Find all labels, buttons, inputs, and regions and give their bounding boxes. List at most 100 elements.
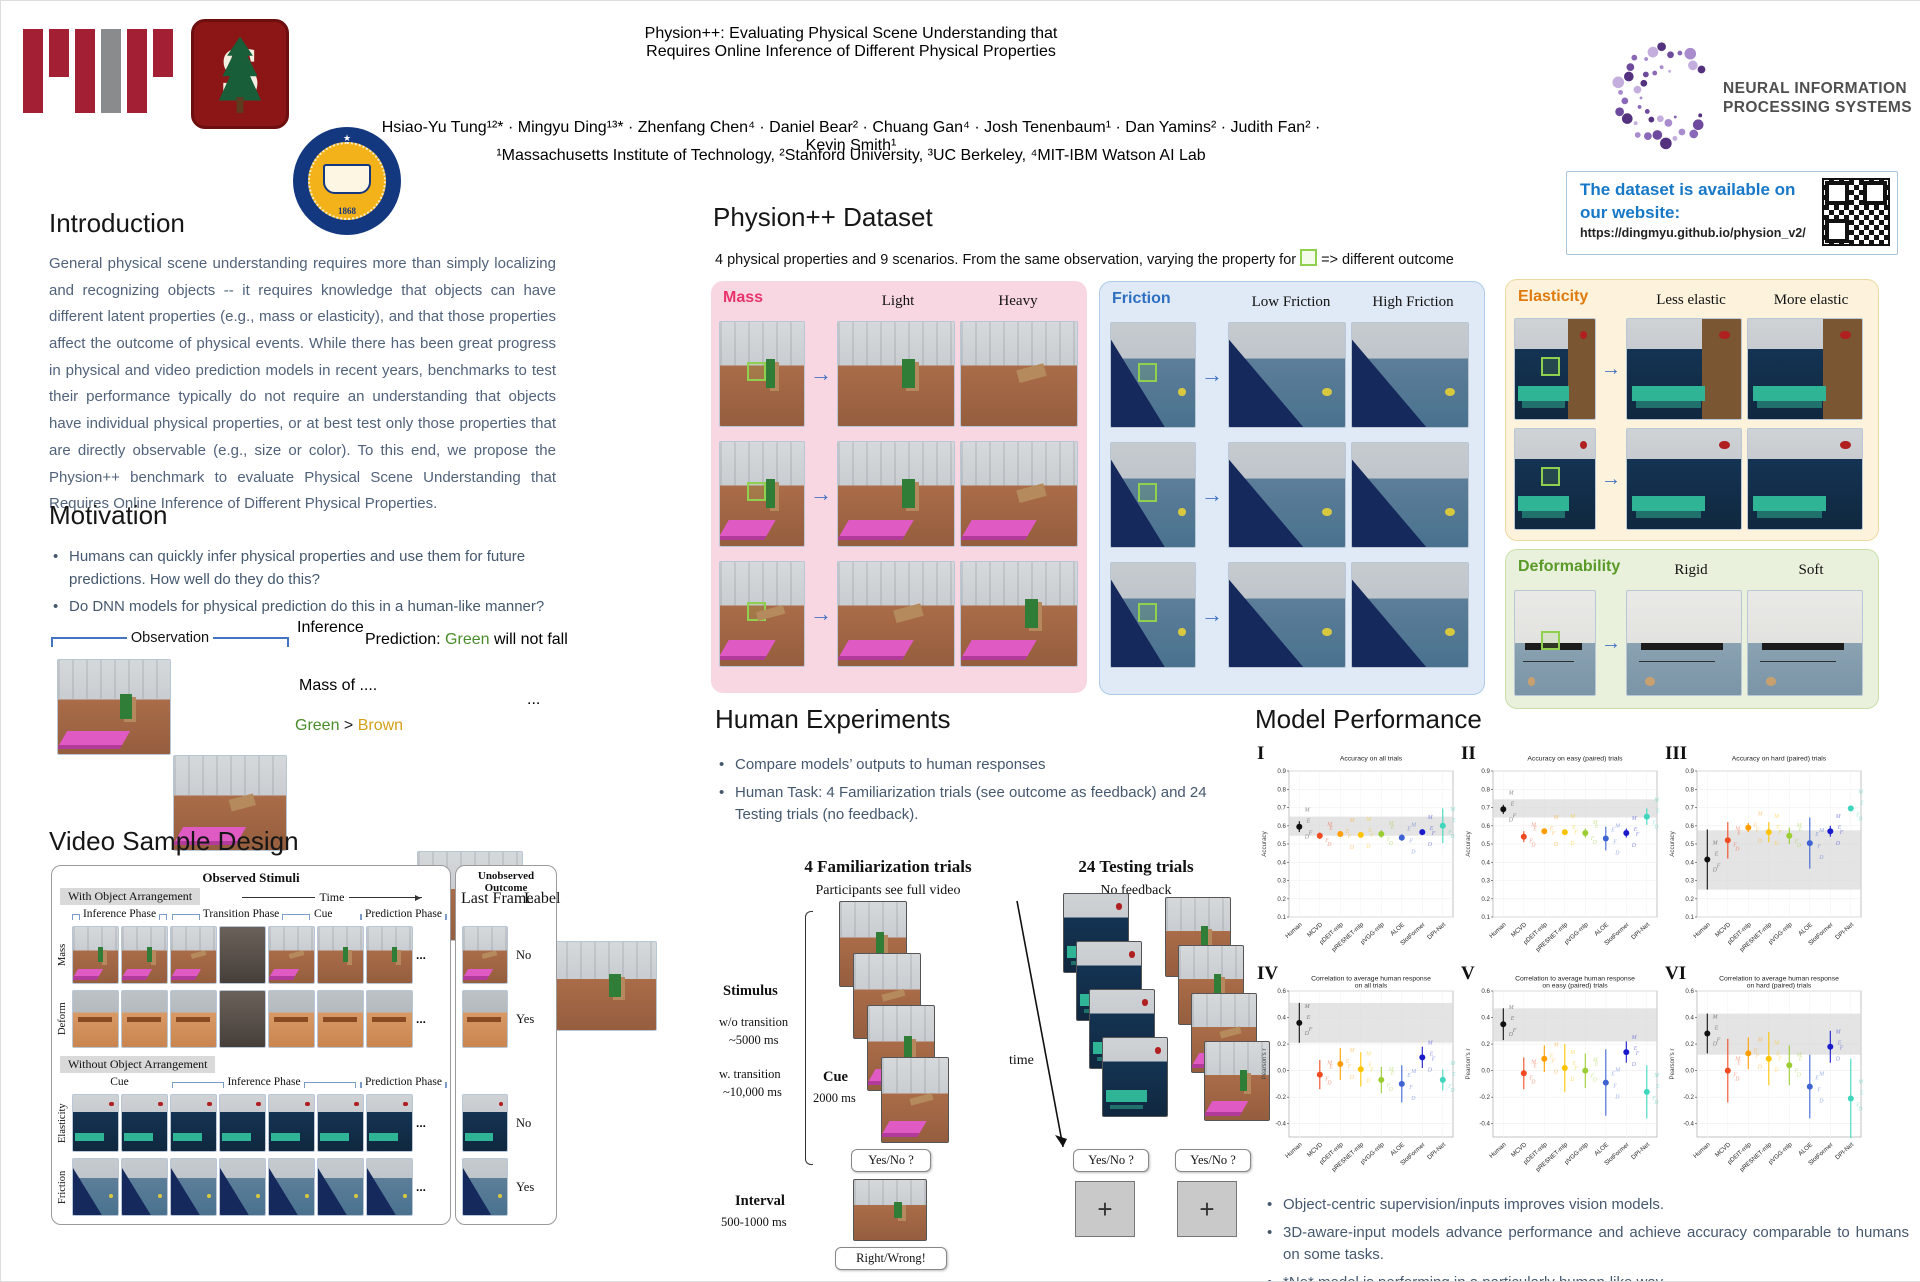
svg-text:MCVD: MCVD <box>1306 1141 1325 1159</box>
svg-text:D: D <box>1388 1087 1394 1093</box>
svg-text:E: E <box>1306 819 1311 825</box>
svg-text:F: F <box>1408 1085 1413 1091</box>
svg-text:F: F <box>1551 831 1556 837</box>
svg-text:Human: Human <box>1284 921 1304 940</box>
phase-label: Prediction Phase <box>360 908 444 920</box>
arrow-right-icon: → <box>1601 632 1621 655</box>
phase-label: Cue <box>72 1076 167 1088</box>
svg-text:Accuracy on all trials: Accuracy on all trials <box>1340 756 1403 763</box>
svg-text:D: D <box>1614 1095 1620 1101</box>
svg-text:0.3: 0.3 <box>1277 878 1286 885</box>
svg-text:E: E <box>1859 800 1864 806</box>
panel-friction: Friction Low Friction High Friction → → … <box>1099 281 1485 695</box>
svg-text:DPI-Net: DPI-Net <box>1630 921 1651 941</box>
svg-text:F: F <box>1347 834 1352 840</box>
yes-no-prompt: Yes/No ? <box>1175 1149 1251 1172</box>
svg-text:Pearson's r: Pearson's r <box>1465 1048 1472 1079</box>
svg-text:D: D <box>1712 868 1718 874</box>
svg-text:0.0: 0.0 <box>1481 1068 1490 1075</box>
svg-text:0.3: 0.3 <box>1481 878 1490 885</box>
svg-text:D: D <box>1712 1042 1718 1048</box>
svg-text:E: E <box>1714 852 1719 858</box>
svg-text:Human: Human <box>1488 1141 1508 1160</box>
affiliations: ¹Massachusetts Institute of Technology, … <box>381 147 1321 165</box>
svg-text:E: E <box>1655 809 1660 815</box>
svg-text:-0.2: -0.2 <box>1683 1094 1694 1101</box>
svg-text:0.2: 0.2 <box>1685 896 1694 903</box>
svg-text:0.7: 0.7 <box>1277 805 1286 812</box>
svg-text:ALOE: ALOE <box>1389 921 1406 937</box>
svg-text:F: F <box>1431 831 1436 837</box>
svg-text:E: E <box>1814 1076 1819 1082</box>
svg-text:Accuracy: Accuracy <box>1261 830 1268 856</box>
svg-text:M: M <box>1653 1073 1660 1079</box>
svg-text:D: D <box>1326 1081 1332 1087</box>
svg-text:F: F <box>1347 1064 1352 1070</box>
svg-text:0.0: 0.0 <box>1277 1068 1286 1075</box>
svg-text:F: F <box>1777 1057 1782 1063</box>
arrow-right-icon: → <box>1601 358 1621 381</box>
svg-text:D: D <box>1365 1078 1371 1084</box>
phase-label: Transition Phase <box>172 908 310 920</box>
phase-label: Inference Phase <box>72 908 167 920</box>
svg-text:0.7: 0.7 <box>1481 805 1490 812</box>
motivation-bullets: Humans can quickly infer physical proper… <box>49 541 559 624</box>
human-heading: Human Experiments <box>715 705 951 735</box>
table-row-deform: Deform ... <box>57 990 426 1048</box>
svg-text:E: E <box>1451 818 1456 824</box>
svg-text:E: E <box>1798 827 1803 833</box>
svg-text:E: E <box>1406 1073 1411 1079</box>
svg-text:F: F <box>1635 1051 1640 1057</box>
svg-text:on hard (paired) trials: on hard (paired) trials <box>1747 983 1812 990</box>
svg-text:D: D <box>1349 845 1355 851</box>
svg-text:F: F <box>1777 830 1782 836</box>
svg-text:D: D <box>1365 844 1371 850</box>
svg-text:D: D <box>1508 817 1514 823</box>
with-arrangement-label: With Object Arrangement <box>60 888 200 905</box>
prediction-label: Prediction: Green will not fall <box>365 631 625 649</box>
svg-text:D: D <box>1835 841 1841 847</box>
stanford-logo-icon: S <box>191 19 289 129</box>
svg-text:D: D <box>1508 1032 1514 1038</box>
svg-text:0.6: 0.6 <box>1685 988 1694 995</box>
mass-comparison: Green > Brown <box>295 717 403 735</box>
human-bullets: Compare models’ outputs to human respons… <box>715 749 1243 832</box>
intro-body: General physical scene understanding req… <box>49 251 556 518</box>
svg-text:ALOE: ALOE <box>1593 1141 1610 1157</box>
arrow-right-icon: → <box>1201 362 1223 388</box>
svg-text:D: D <box>1530 843 1536 849</box>
svg-text:0.2: 0.2 <box>1685 1041 1694 1048</box>
svg-text:E: E <box>1594 824 1599 830</box>
dataset-availability-text: The dataset is available on our website: <box>1580 179 1810 225</box>
svg-text:E: E <box>1451 1072 1456 1078</box>
svg-text:F: F <box>1573 830 1578 836</box>
svg-text:DPI-Net: DPI-Net <box>1426 921 1447 941</box>
svg-text:D: D <box>1530 1079 1536 1085</box>
arrow-right-icon: → <box>1201 482 1223 508</box>
motivation-diagram: Inference Observation Prediction: Green … <box>49 619 674 824</box>
svg-text:F: F <box>1755 828 1760 834</box>
svg-text:DPI-Net: DPI-Net <box>1834 1141 1855 1161</box>
svg-text:D: D <box>1757 839 1763 845</box>
svg-text:0.2: 0.2 <box>1481 1041 1490 1048</box>
svg-text:D: D <box>1773 841 1779 847</box>
svg-text:D: D <box>1449 1088 1455 1094</box>
mit-logo-icon <box>23 29 173 113</box>
svg-text:D: D <box>1818 855 1824 861</box>
svg-text:0.6: 0.6 <box>1481 823 1490 830</box>
phase-label: Inference Phase <box>172 1076 356 1088</box>
svg-text:F: F <box>1369 1067 1374 1073</box>
dataset-url: https://dingmyu.github.io/physion_v2/ <box>1580 226 1806 240</box>
arrow-right-icon: → <box>1201 602 1223 628</box>
svg-text:F: F <box>1431 1056 1436 1062</box>
svg-text:D: D <box>1410 850 1416 856</box>
panel-elasticity: Elasticity Less elastic More elastic → → <box>1505 279 1879 541</box>
svg-text:D: D <box>1631 843 1637 849</box>
svg-text:F: F <box>1551 1059 1556 1065</box>
svg-text:0.8: 0.8 <box>1277 786 1286 793</box>
svg-text:D: D <box>1734 846 1740 852</box>
svg-text:ALOE: ALOE <box>1797 921 1814 937</box>
svg-text:D: D <box>1631 1062 1637 1068</box>
